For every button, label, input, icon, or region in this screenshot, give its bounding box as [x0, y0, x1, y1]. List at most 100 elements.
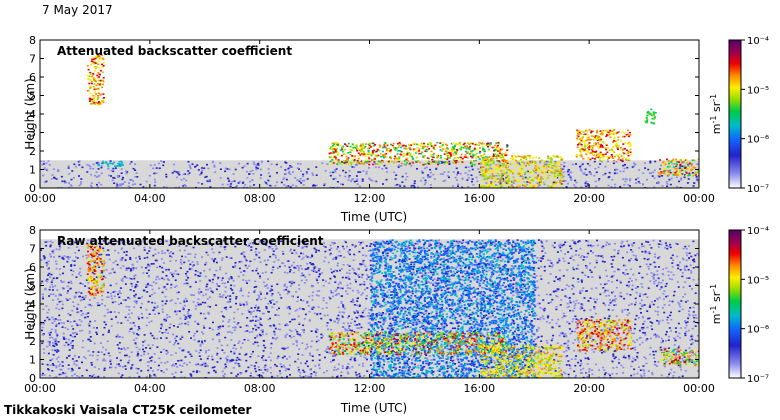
heatmap-cell: [435, 325, 438, 328]
heatmap-cell: [369, 275, 372, 278]
heatmap-cell: [70, 185, 73, 187]
heatmap-cell: [91, 375, 94, 378]
heatmap-cell: [153, 184, 156, 187]
heatmap-cell: [686, 300, 689, 302]
heatmap-cell: [120, 302, 123, 305]
heatmap-cell: [329, 147, 332, 150]
heatmap-cell: [343, 162, 346, 164]
heatmap-cell: [257, 326, 260, 329]
heatmap-cell: [330, 247, 333, 250]
heatmap-cell: [527, 170, 529, 173]
heatmap-cell: [561, 244, 564, 247]
heatmap-cell: [365, 159, 368, 162]
heatmap-cell: [398, 321, 401, 323]
heatmap-cell: [182, 350, 185, 352]
heatmap-cell: [271, 306, 274, 308]
heatmap-cell: [381, 146, 384, 149]
heatmap-cell: [95, 80, 98, 83]
heatmap-cell: [98, 368, 100, 370]
heatmap-cell: [424, 163, 427, 165]
heatmap-cell: [461, 242, 464, 244]
heatmap-cell: [606, 348, 609, 351]
heatmap-cell: [473, 277, 476, 280]
heatmap-cell: [113, 177, 116, 179]
heatmap-cell: [575, 327, 578, 330]
heatmap-cell: [437, 282, 440, 284]
heatmap-cell: [594, 266, 596, 269]
heatmap-cell: [425, 287, 428, 289]
heatmap-cell: [468, 370, 471, 373]
heatmap-cell: [480, 185, 482, 188]
heatmap-cell: [599, 283, 602, 286]
heatmap-cell: [103, 315, 106, 317]
heatmap-cell: [607, 134, 610, 137]
heatmap-cell: [432, 173, 435, 176]
heatmap-cell: [44, 288, 47, 291]
heatmap-cell: [401, 181, 404, 183]
heatmap-cell: [481, 179, 484, 182]
heatmap-cell: [75, 291, 78, 294]
heatmap-cell: [94, 320, 97, 322]
heatmap-cell: [673, 344, 676, 346]
heatmap-cell: [348, 269, 351, 272]
heatmap-cell: [253, 258, 256, 261]
heatmap-cell: [625, 133, 628, 136]
heatmap-cell: [328, 152, 331, 155]
heatmap-cell: [627, 154, 630, 157]
heatmap-cell: [558, 334, 561, 337]
heatmap-cell: [396, 153, 399, 155]
heatmap-cell: [523, 313, 526, 316]
heatmap-cell: [178, 186, 180, 188]
heatmap-cell: [142, 341, 145, 343]
heatmap-cell: [667, 170, 670, 173]
heatmap-cell: [92, 86, 95, 88]
heatmap-cell: [586, 133, 589, 136]
heatmap-cell: [601, 338, 604, 340]
heatmap-cell: [657, 283, 660, 286]
heatmap-cell: [332, 270, 335, 273]
heatmap-cell: [131, 285, 134, 288]
heatmap-cell: [467, 173, 470, 176]
heatmap-cell: [44, 287, 47, 290]
heatmap-cell: [541, 177, 544, 180]
heatmap-cell: [170, 287, 172, 289]
heatmap-cell: [397, 146, 400, 149]
heatmap-cell: [426, 346, 429, 348]
heatmap-cell: [55, 375, 58, 378]
heatmap-cell: [66, 320, 69, 322]
heatmap-cell: [592, 351, 595, 353]
heatmap-cell: [501, 258, 504, 261]
heatmap-cell: [446, 175, 449, 177]
heatmap-cell: [569, 171, 572, 174]
heatmap-cell: [461, 368, 464, 370]
heatmap-cell: [484, 174, 487, 177]
heatmap-cell: [238, 358, 241, 361]
heatmap-cell: [554, 172, 557, 174]
heatmap-cell: [482, 355, 485, 358]
heatmap-cell: [592, 338, 595, 341]
heatmap-cell: [320, 333, 323, 336]
heatmap-cell: [430, 161, 433, 164]
heatmap-cell: [97, 97, 100, 99]
heatmap-cell: [500, 174, 503, 176]
heatmap-cell: [627, 158, 630, 160]
heatmap-cell: [595, 150, 598, 153]
heatmap-cell: [152, 263, 155, 265]
heatmap-cell: [472, 153, 475, 156]
heatmap-cell: [273, 303, 276, 305]
heatmap-cell: [532, 157, 535, 159]
heatmap-cell: [40, 249, 43, 251]
heatmap-cell: [525, 183, 528, 186]
heatmap-cell: [582, 259, 585, 261]
heatmap-cell: [119, 183, 122, 185]
heatmap-cell: [486, 158, 489, 160]
heatmap-cell: [465, 148, 468, 150]
heatmap-cell: [63, 182, 66, 184]
heatmap-cell: [439, 173, 442, 175]
heatmap-cell: [149, 367, 152, 369]
heatmap-cell: [643, 332, 646, 334]
heatmap-cell: [155, 276, 158, 278]
heatmap-cell: [110, 175, 112, 177]
heatmap-cell: [446, 158, 449, 161]
heatmap-cell: [354, 146, 357, 149]
